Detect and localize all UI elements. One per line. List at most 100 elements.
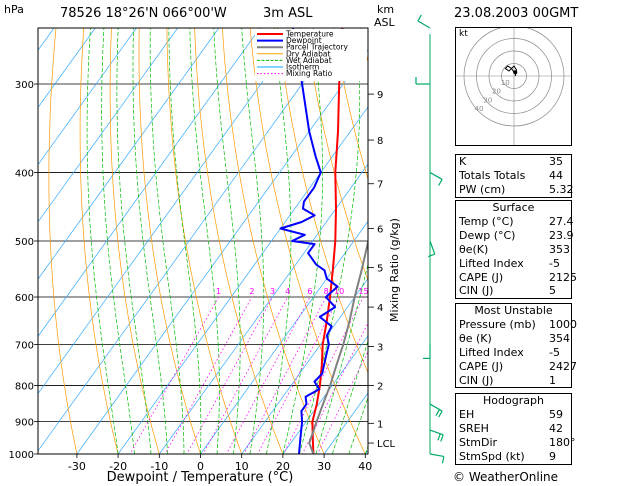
wind-barb: [429, 171, 443, 180]
mixing-ratio-axis-label: Mixing Ratio (g/kg): [388, 218, 401, 322]
legend-label: Temperature: [285, 30, 334, 39]
index-value: 1000: [549, 318, 577, 331]
dry-adiabat: [277, 28, 368, 374]
pressure-tick-label: 600: [15, 293, 34, 304]
km-tick-label: LCL: [377, 439, 396, 450]
index-label: Lifted Index: [459, 345, 524, 359]
station-info: 78526 18°26'N 066°00'W: [60, 6, 227, 21]
index-row: Dewp (°C) 23.9: [456, 229, 574, 243]
index-label: CIN (J): [459, 373, 494, 387]
hodograph-ring-label: 20: [492, 88, 501, 96]
isotherm: [200, 220, 368, 454]
index-value: 353: [549, 242, 570, 256]
hodograph-ring-label: 30: [483, 96, 492, 104]
wind-barb: [417, 20, 431, 29]
wind-barb-feather: [440, 434, 444, 442]
index-row: K 35: [456, 155, 571, 169]
wind-barb-feather: [417, 14, 422, 22]
index-label: PW (cm): [459, 182, 506, 196]
dry-adiabat: [194, 28, 284, 454]
station-elevation: 3m ASL: [263, 6, 313, 21]
km-tick-label: 6: [377, 224, 383, 235]
wet-adiabat: [213, 28, 241, 454]
index-row: θe(K) 353: [456, 243, 571, 257]
index-row: Pressure (mb) 1000: [456, 318, 577, 332]
pressure-tick-label: 1000: [9, 450, 34, 461]
hpa-label: hPa: [4, 3, 24, 16]
wind-barb: [429, 453, 444, 458]
mixing-ratio-line: [129, 296, 219, 454]
isotherm: [159, 163, 368, 454]
index-row: StmSpd (kt) 9: [456, 450, 571, 464]
dry-adiabat: [332, 28, 368, 181]
index-row: θe (K) 354: [456, 332, 571, 346]
index-label: CIN (J): [459, 284, 494, 298]
wet-adiabat: [266, 28, 292, 454]
mixing-ratio-line: [186, 296, 273, 454]
dry-adiabat: [249, 28, 366, 454]
asl-label: ASL: [374, 16, 395, 29]
pressure-tick-label: 500: [15, 237, 34, 248]
wind-profile: [415, 14, 445, 464]
dry-adiabat: [109, 28, 160, 454]
temp-tick-label: 0: [197, 460, 204, 473]
mixing-ratio-line: [282, 296, 364, 454]
mixing-ratio-label: 2: [249, 287, 254, 296]
index-row: Temp (°C) 27.4: [456, 215, 574, 229]
index-label: CAPE (J): [459, 359, 504, 373]
km-tick-label: 1: [377, 419, 383, 430]
temp-tick-label: 30: [317, 460, 331, 473]
index-value: 2125: [549, 270, 577, 284]
series-dewpoint: [279, 28, 339, 454]
legend-label: Mixing Ratio: [286, 69, 333, 78]
hodograph-box: kt 10 20 30 40: [455, 27, 572, 146]
mixing-ratio-label: 15: [358, 287, 368, 296]
wind-barb-feather: [435, 409, 440, 416]
index-label: Pressure (mb): [459, 318, 536, 331]
mixing-ratio-label: 4: [285, 287, 290, 296]
temp-tick-label: 20: [276, 460, 290, 473]
mixing-ratio-line: [243, 296, 327, 454]
mixing-ratio-label: 10: [334, 287, 344, 296]
wet-adiabat: [241, 28, 265, 454]
km-tick-label: 8: [377, 136, 383, 147]
mixing-ratio-line: [301, 322, 368, 454]
index-value: 59: [549, 408, 563, 421]
index-row: EH 59: [456, 408, 571, 422]
wind-barb: [429, 240, 436, 255]
index-label: θe(K): [459, 242, 489, 256]
isotherm: [76, 49, 368, 454]
pressure-tick-label: 800: [15, 381, 34, 392]
wet-adiabat: [86, 28, 119, 454]
km-tick-label: 2: [377, 381, 383, 392]
isotherm: [38, 28, 302, 395]
pressure-tick-label: 400: [15, 168, 34, 179]
index-value: -5: [549, 345, 560, 359]
isotherm: [38, 28, 137, 166]
index-row: PW (cm) 5.32: [456, 182, 574, 197]
most-unstable-title: Most Unstable: [474, 304, 553, 317]
wind-barb-feather: [438, 179, 443, 186]
dry-adiabat: [138, 28, 201, 454]
index-label: CAPE (J): [459, 270, 504, 284]
hodograph-trace: [504, 65, 518, 77]
wet-adiabat: [168, 28, 202, 454]
index-label: StmDir: [459, 435, 498, 449]
mixing-ratio-label: 20: [376, 287, 386, 296]
mixing-ratio-line: [257, 296, 340, 454]
index-value: 354: [549, 331, 570, 345]
surface-title: Surface: [492, 201, 535, 214]
mixing-ratio-line: [164, 296, 253, 454]
index-label: EH: [459, 408, 475, 421]
dry-adiabat: [79, 28, 119, 454]
legend-label: Dewpoint: [286, 36, 322, 45]
dry-adiabat: [48, 28, 78, 454]
index-row: SREH 42: [456, 422, 571, 436]
km-tick-label: 7: [377, 180, 383, 191]
temp-tick-label: 40: [358, 460, 372, 473]
isotherm: [241, 277, 368, 454]
index-value: -5: [549, 256, 560, 270]
km-tick-label: 9: [377, 90, 383, 101]
